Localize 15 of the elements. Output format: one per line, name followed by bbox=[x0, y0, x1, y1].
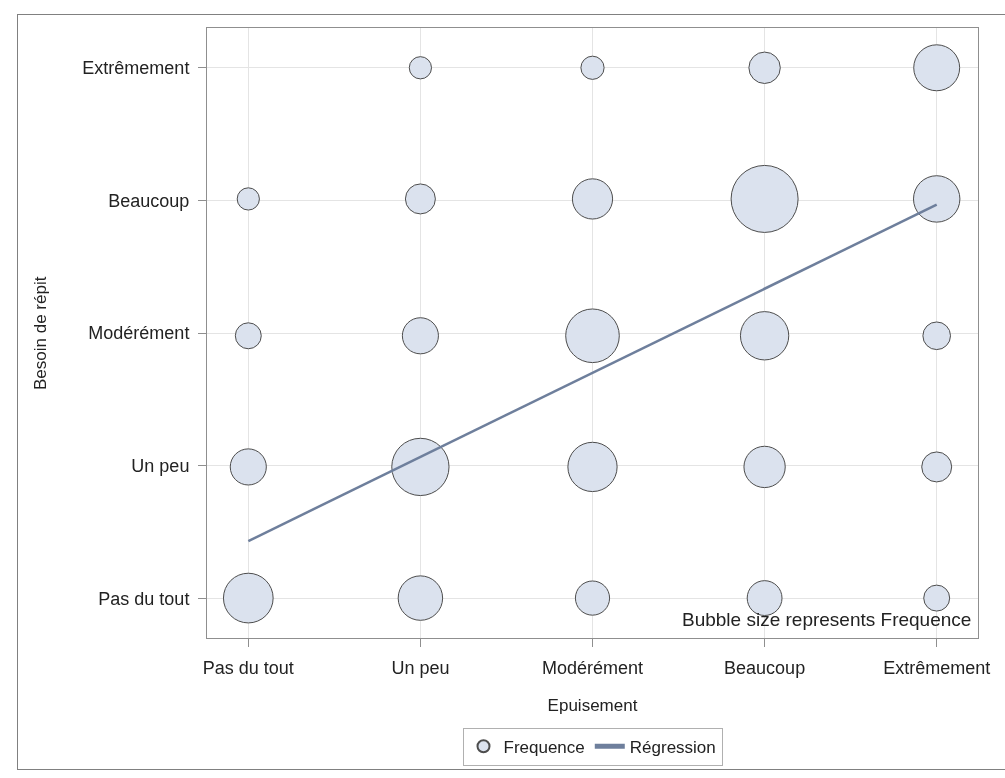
x-tick-label: Extrêmement bbox=[883, 657, 991, 678]
x-tick-label: Beaucoup bbox=[724, 657, 806, 678]
text: Besoin de répit bbox=[31, 276, 50, 390]
annotation: Bubble size represents Frequence bbox=[682, 609, 972, 630]
category-label: Beaucoup bbox=[108, 190, 190, 211]
legend-label: Régression bbox=[629, 737, 716, 757]
category-label: Extrêmement bbox=[82, 58, 190, 79]
x-tick-label: Pas du tout bbox=[202, 657, 294, 678]
x-tick-label: Un peu bbox=[391, 657, 450, 678]
category-label: Un peu bbox=[131, 455, 190, 476]
category-label: Pas du tout bbox=[98, 588, 190, 609]
x-tick-label: Modérément bbox=[541, 657, 644, 678]
category-label: Modérément bbox=[88, 323, 190, 344]
legend-label: Frequence bbox=[503, 737, 585, 757]
x-axis-title: Epuisement bbox=[547, 696, 638, 715]
